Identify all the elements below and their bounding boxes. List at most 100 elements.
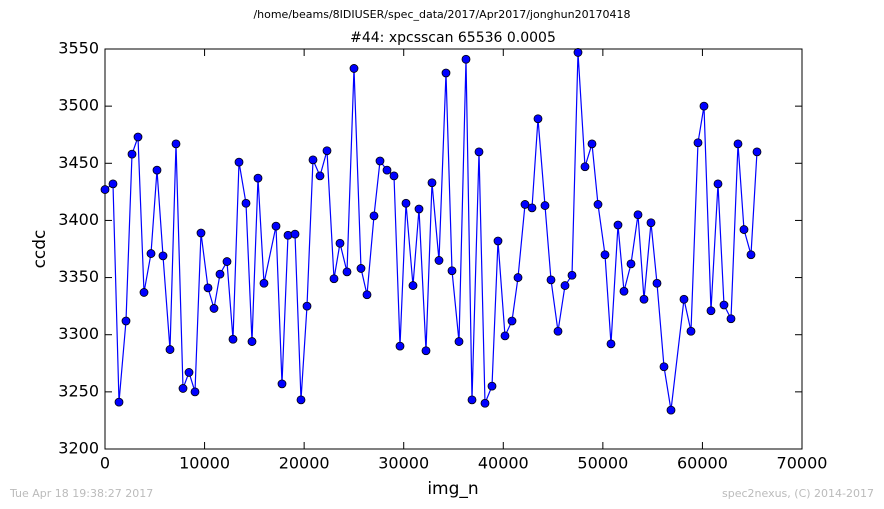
data-point	[546, 275, 556, 285]
data-point	[540, 201, 550, 210]
data-point	[375, 156, 385, 166]
y-tick-label: 3350	[58, 267, 99, 286]
data-point	[389, 171, 399, 181]
data-point	[133, 132, 143, 142]
x-tick-label: 10000	[179, 454, 230, 473]
data-point	[441, 68, 451, 78]
data-point	[533, 114, 543, 124]
data-point	[329, 274, 339, 284]
data-point	[666, 405, 676, 415]
x-tick-label: 70000	[777, 454, 828, 473]
y-tick-label: 3450	[58, 153, 99, 172]
data-point	[196, 228, 206, 238]
data-point	[408, 281, 418, 290]
data-point	[467, 395, 477, 405]
data-point	[401, 198, 411, 208]
data-point	[290, 229, 300, 239]
data-point	[356, 264, 366, 273]
plot-frame	[104, 48, 803, 450]
data-point	[739, 225, 749, 234]
data-point	[652, 278, 662, 288]
data-point	[121, 316, 131, 326]
data-point	[487, 381, 497, 391]
data-point	[699, 101, 709, 111]
data-point	[447, 266, 457, 276]
data-point	[342, 267, 352, 277]
y-tick-label: 3500	[58, 96, 99, 115]
data-point	[733, 139, 743, 149]
data-point	[461, 54, 471, 64]
x-tick-label: 60000	[677, 454, 728, 473]
y-axis-label: ccdc	[30, 230, 50, 269]
footer-right: spec2nexus, (C) 2014-2017	[722, 487, 874, 500]
data-point	[114, 397, 124, 407]
data-point	[215, 269, 225, 279]
data-point	[414, 204, 424, 214]
data-point	[686, 326, 696, 336]
data-point	[277, 379, 287, 389]
data-point	[639, 294, 649, 304]
data-point	[165, 345, 175, 354]
data-point	[241, 198, 251, 208]
x-tick-label: 40000	[478, 454, 529, 473]
data-point	[302, 301, 312, 311]
data-point	[349, 64, 359, 73]
data-point	[222, 257, 232, 266]
data-point	[719, 300, 729, 310]
data-point	[659, 362, 669, 372]
data-point	[259, 278, 269, 288]
data-point	[752, 147, 762, 157]
data-point	[362, 290, 372, 300]
data-point	[474, 147, 484, 157]
data-point	[726, 314, 736, 324]
data-point	[108, 179, 118, 189]
y-tick-label: 3250	[58, 381, 99, 400]
data-point	[369, 211, 379, 221]
data-point	[209, 304, 219, 313]
data-point	[315, 171, 325, 181]
y-tick-label: 3400	[58, 210, 99, 229]
x-tick-label: 0	[100, 454, 110, 473]
data-point	[146, 249, 156, 258]
data-point	[679, 294, 689, 304]
data-point	[434, 256, 444, 265]
data-point	[171, 139, 181, 149]
data-point	[247, 337, 257, 346]
data-point	[234, 157, 244, 167]
data-point	[573, 48, 583, 57]
data-point	[613, 220, 623, 230]
data-point	[580, 162, 590, 172]
data-point	[560, 281, 570, 290]
data-point	[203, 283, 213, 293]
data-point	[520, 200, 530, 209]
data-point	[382, 165, 392, 175]
data-point	[421, 346, 431, 356]
data-point	[271, 221, 281, 231]
y-tick-label: 3200	[58, 439, 99, 458]
data-point	[322, 146, 332, 156]
data-point	[480, 398, 490, 408]
data-point	[228, 334, 238, 344]
data-point	[600, 250, 610, 260]
data-point	[500, 331, 510, 341]
data-point	[184, 368, 194, 377]
data-point	[493, 236, 503, 246]
data-point	[178, 384, 188, 393]
data-point	[427, 178, 437, 188]
data-point	[190, 387, 200, 397]
data-point	[127, 149, 137, 159]
y-tick-label: 3550	[58, 39, 99, 58]
y-tick-label: 3300	[58, 324, 99, 343]
data-point	[454, 337, 464, 346]
data-point	[746, 250, 756, 260]
data-point	[395, 341, 405, 351]
data-point	[507, 316, 517, 326]
x-tick-label: 30000	[378, 454, 429, 473]
data-point	[593, 200, 603, 209]
data-point	[633, 210, 643, 220]
data-point	[527, 203, 537, 213]
data-point	[713, 179, 723, 189]
data-point	[100, 185, 110, 194]
data-point	[308, 155, 318, 165]
